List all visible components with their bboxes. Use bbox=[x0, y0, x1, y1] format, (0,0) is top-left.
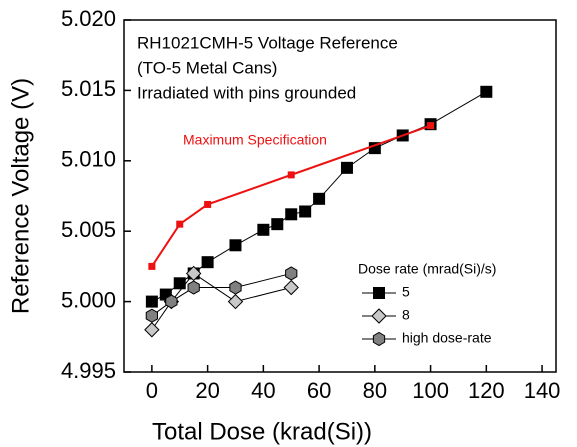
data-point bbox=[229, 239, 242, 252]
x-tick-label: 80 bbox=[363, 378, 387, 403]
data-point bbox=[148, 262, 156, 270]
plot-frame bbox=[123, 19, 557, 373]
y-tick-label: 5.020 bbox=[61, 6, 116, 31]
y-tick-label: 4.995 bbox=[61, 358, 116, 383]
data-point bbox=[313, 192, 326, 205]
data-point bbox=[204, 200, 212, 208]
legend-label: 8 bbox=[402, 307, 410, 323]
legend-title: Dose rate (mrad(Si)/s) bbox=[358, 261, 496, 277]
chart-title: RH1021CMH-5 Voltage Reference bbox=[137, 33, 398, 52]
y-axis-label: Reference Voltage (V) bbox=[7, 78, 34, 314]
legend-marker bbox=[372, 331, 386, 347]
legend-marker bbox=[373, 287, 385, 299]
x-tick-label: 60 bbox=[307, 378, 331, 403]
data-point bbox=[427, 122, 435, 130]
y-tick-label: 5.005 bbox=[61, 217, 116, 242]
series-annotation: Maximum Specification bbox=[183, 132, 327, 148]
legend-label: 5 bbox=[402, 284, 410, 300]
data-point bbox=[480, 85, 493, 98]
x-tick-label: 140 bbox=[524, 378, 561, 403]
x-tick-label: 120 bbox=[468, 378, 505, 403]
x-tick-label: 100 bbox=[412, 378, 449, 403]
data-point bbox=[176, 220, 184, 228]
data-point bbox=[187, 280, 200, 295]
y-tick-label: 5.000 bbox=[61, 287, 116, 312]
data-point bbox=[185, 265, 202, 282]
data-point bbox=[201, 256, 214, 269]
legend-marker bbox=[371, 308, 387, 324]
series-line bbox=[151, 91, 487, 303]
data-point bbox=[340, 161, 353, 174]
legend-label: high dose-rate bbox=[402, 330, 492, 346]
data-point bbox=[144, 322, 160, 338]
data-point bbox=[285, 208, 298, 221]
data-point bbox=[285, 266, 298, 281]
data-point bbox=[145, 295, 158, 308]
data-point bbox=[145, 308, 158, 323]
data-point bbox=[271, 218, 284, 231]
data-point bbox=[227, 293, 244, 310]
data-point bbox=[287, 171, 295, 179]
x-tick-label: 40 bbox=[251, 378, 275, 403]
data-point bbox=[257, 223, 270, 236]
x-tick-label: 0 bbox=[146, 378, 158, 403]
x-tick-label: 20 bbox=[195, 378, 219, 403]
y-tick-label: 5.015 bbox=[61, 76, 116, 101]
chart-title: (TO-5 Metal Cans) bbox=[137, 58, 277, 77]
series-line bbox=[151, 272, 292, 317]
data-point bbox=[165, 294, 178, 309]
data-point bbox=[173, 277, 186, 290]
x-axis-label: Total Dose (krad(Si)) bbox=[152, 418, 372, 445]
data-point bbox=[299, 205, 312, 218]
chart-title: Irradiated with pins grounded bbox=[137, 83, 356, 102]
data-point bbox=[229, 280, 242, 295]
y-tick-label: 5.010 bbox=[61, 147, 116, 172]
data-point bbox=[283, 279, 299, 296]
